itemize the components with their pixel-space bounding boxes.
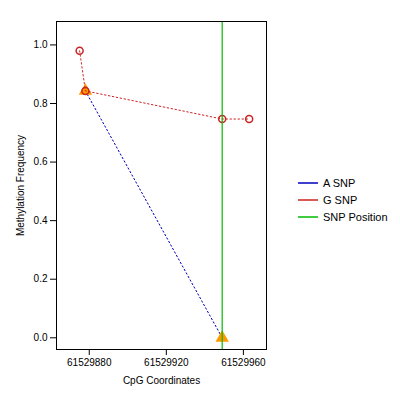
html-text:A SNP: A SNP bbox=[323, 177, 356, 189]
svg-text:61529960: 61529960 bbox=[221, 357, 266, 368]
html-text:G SNP: G SNP bbox=[323, 194, 358, 206]
svg-text:CpG Coordinates: CpG Coordinates bbox=[123, 375, 200, 386]
svg-text:0.4: 0.4 bbox=[34, 215, 48, 226]
svg-text:0.2: 0.2 bbox=[34, 273, 48, 284]
svg-text:Methylation Frequency: Methylation Frequency bbox=[15, 135, 26, 236]
svg-text:0.6: 0.6 bbox=[34, 156, 48, 167]
svg-text:0.0: 0.0 bbox=[34, 332, 48, 343]
svg-text:61529920: 61529920 bbox=[144, 357, 189, 368]
html-text:SNP Position: SNP Position bbox=[323, 211, 388, 223]
svg-text:1.0: 1.0 bbox=[34, 39, 48, 50]
svg-text:61529880: 61529880 bbox=[67, 357, 112, 368]
svg-text:0.8: 0.8 bbox=[34, 98, 48, 109]
